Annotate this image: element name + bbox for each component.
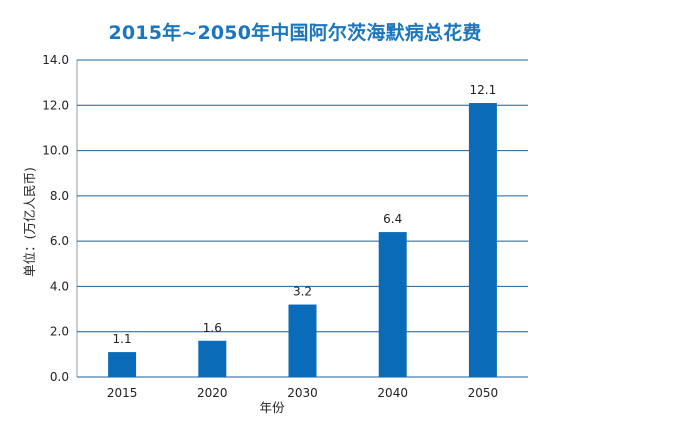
bar (288, 304, 317, 377)
y-tick-label: 6.0 (50, 234, 69, 248)
bar (198, 340, 227, 377)
bar (108, 352, 137, 377)
x-axis-title: 年份 (259, 400, 285, 415)
x-tick-label: 2020 (197, 386, 228, 400)
data-label: 1.6 (203, 321, 222, 335)
y-tick-label: 0.0 (50, 370, 69, 384)
data-labels: 1.1 1.6 3.2 6.4 12.1 (113, 83, 497, 346)
y-tick-label: 14.0 (42, 53, 69, 67)
y-tick-labels: 0.0 2.0 4.0 6.0 8.0 10.0 12.0 14.0 (42, 53, 69, 384)
chart-title: 2015年~2050年中国阿尔茨海默病总花费 (108, 22, 482, 44)
data-label: 12.1 (470, 83, 497, 97)
y-tick-label: 8.0 (50, 189, 69, 203)
data-label: 6.4 (383, 212, 402, 226)
bar (378, 232, 407, 377)
x-tick-label: 2050 (468, 386, 499, 400)
y-tick-label: 4.0 (50, 279, 69, 293)
x-tick-label: 2040 (377, 386, 408, 400)
x-tick-label: 2015 (107, 386, 138, 400)
bars (108, 103, 497, 378)
y-axis-title: 单位：(万亿人民币) (22, 167, 37, 277)
y-tick-label: 12.0 (42, 98, 69, 112)
bar (468, 103, 497, 378)
data-label: 3.2 (293, 285, 312, 299)
y-tick-label: 10.0 (42, 144, 69, 158)
x-tick-labels: 2015 2020 2030 2040 2050 (107, 386, 498, 400)
data-label: 1.1 (113, 332, 132, 346)
y-tick-label: 2.0 (50, 325, 69, 339)
x-tick-label: 2030 (287, 386, 318, 400)
